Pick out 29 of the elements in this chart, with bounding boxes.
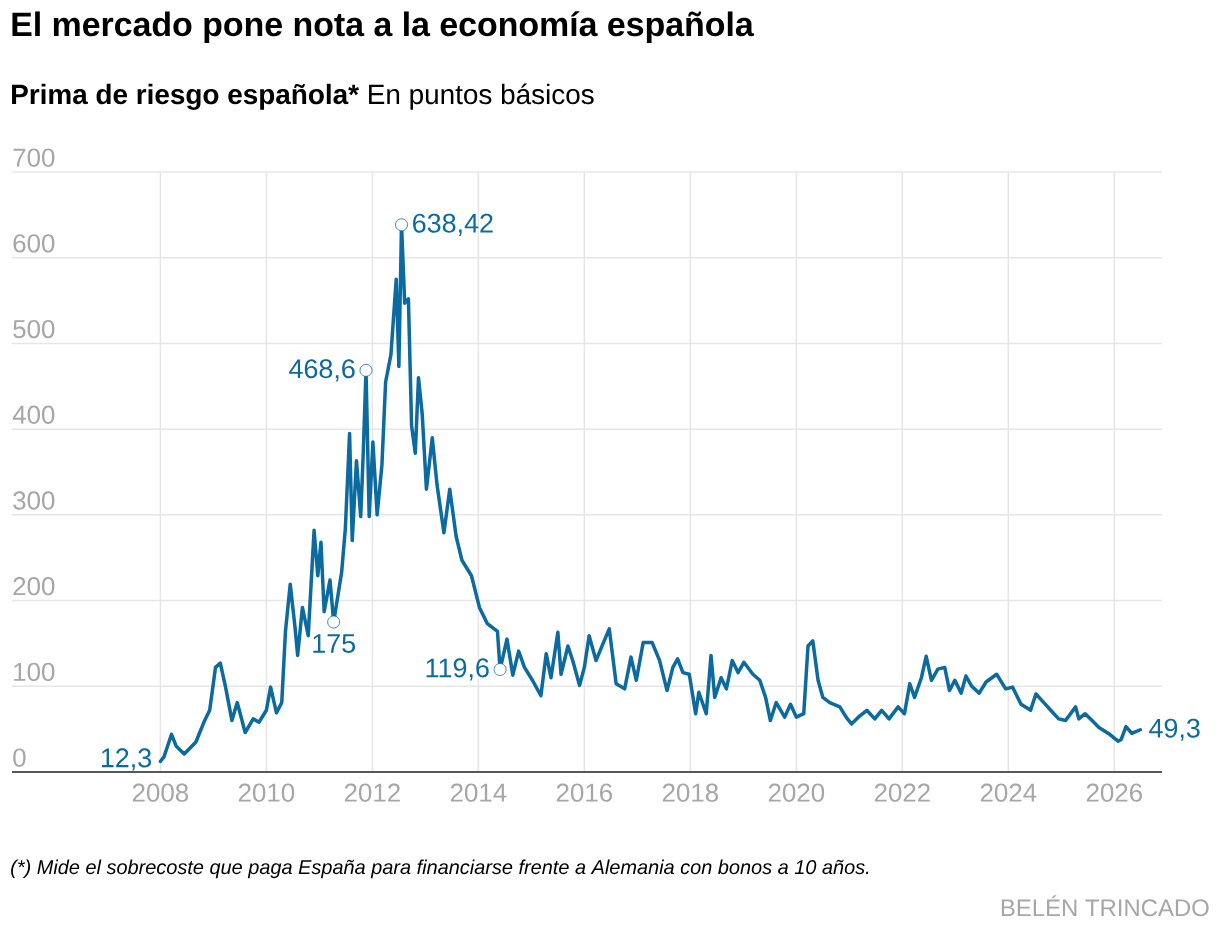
annotation: 468,6 [289, 359, 355, 382]
x-tick-label: 2018 [662, 783, 719, 802]
annotation: 175 [313, 634, 355, 653]
y-tick-label: 700 [13, 148, 55, 167]
chart-title: El mercado pone nota a la economía española [12, 11, 754, 44]
y-tick-label: 400 [12, 405, 55, 424]
y-tick-label: 100 [14, 662, 55, 682]
x-tick-label: 2016 [556, 783, 613, 802]
annotation: 12,3 [101, 748, 152, 771]
y-tick-label: 300 [13, 491, 55, 510]
chart-subtitle: Prima de riesgo española* [12, 83, 359, 110]
x-tick-label: 2010 [238, 783, 295, 802]
x-tick-label: 2024 [980, 783, 1037, 802]
y-axis-title: En puntos básicos [369, 83, 594, 110]
x-tick-label: 2022 [874, 783, 930, 802]
x-tick-label: 2008 [132, 783, 189, 802]
x-tick-label: 2020 [768, 783, 825, 802]
text: BELÉN TRINCADO [1001, 895, 1209, 917]
x-tick-label: 2026 [1086, 783, 1142, 802]
text: (*) Mide el sobrecoste que paga España para financiarse frente a Alemania con bonos a 10 años. [11, 859, 869, 879]
y-tick-label: 0 [13, 748, 26, 767]
y-tick-label: 500 [13, 319, 55, 339]
x-tick-label: 2012 [344, 783, 400, 802]
x-tick-label: 2014 [450, 783, 507, 802]
annotation: 119,6 [426, 658, 489, 681]
annotation: 638,42 [413, 213, 493, 236]
annotation: 49,3 [1149, 718, 1200, 741]
y-tick-label: 200 [13, 577, 55, 596]
y-tick-label: 600 [13, 234, 55, 253]
